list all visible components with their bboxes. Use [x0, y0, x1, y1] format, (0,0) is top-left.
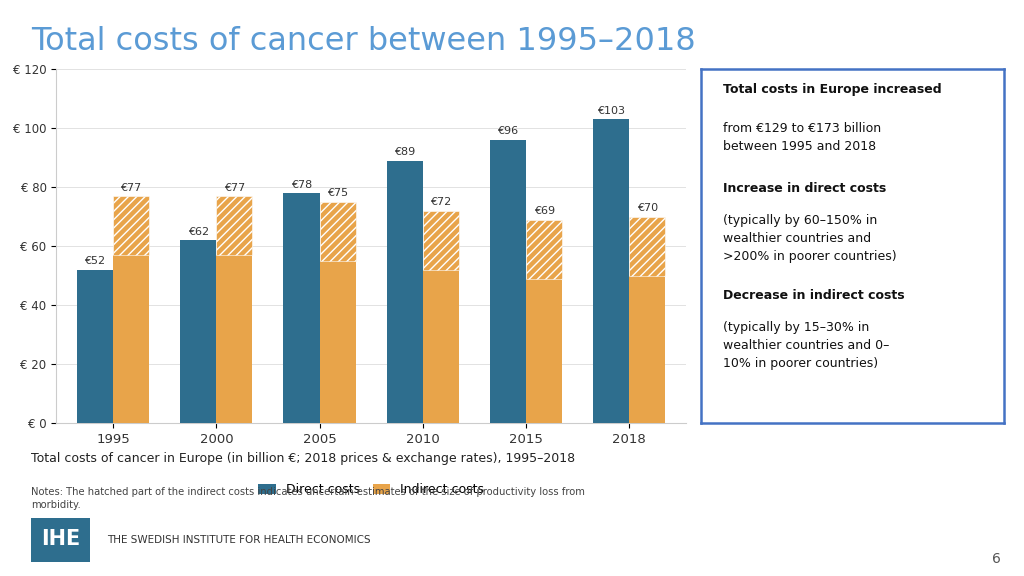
Text: €78: €78 [291, 180, 312, 190]
Bar [319, 202, 355, 261]
Text: (typically by 15–30% in
wealthier countries and 0–
10% in poorer countries): (typically by 15–30% in wealthier countr… [723, 321, 889, 370]
Bar [113, 255, 150, 423]
Text: €70: €70 [637, 203, 658, 213]
Bar [526, 219, 562, 279]
Bar [77, 270, 113, 423]
Bar [284, 193, 319, 423]
Bar [319, 261, 355, 423]
Text: Notes: The hatched part of the indirect costs indicates uncertain estimates of t: Notes: The hatched part of the indirect … [31, 487, 585, 510]
Legend: Direct costs, Indirect costs: Direct costs, Indirect costs [253, 478, 489, 501]
Bar [526, 279, 562, 423]
Text: Increase in direct costs: Increase in direct costs [723, 183, 886, 195]
Text: 6: 6 [991, 552, 1000, 566]
Bar [593, 119, 630, 423]
Text: €69: €69 [534, 206, 555, 216]
Bar [180, 240, 216, 423]
Bar [387, 161, 423, 423]
Bar [489, 140, 526, 423]
Text: €103: €103 [597, 106, 626, 116]
Text: THE SWEDISH INSTITUTE FOR HEALTH ECONOMICS: THE SWEDISH INSTITUTE FOR HEALTH ECONOMI… [108, 535, 371, 545]
Bar [630, 276, 666, 423]
Text: €52: €52 [84, 256, 105, 266]
Text: IHE: IHE [41, 529, 80, 549]
Bar [423, 211, 459, 270]
Bar [423, 270, 459, 423]
Bar [113, 196, 150, 255]
Bar [216, 196, 253, 255]
Text: €89: €89 [394, 147, 416, 157]
Text: from €129 to €173 billion
between 1995 and 2018: from €129 to €173 billion between 1995 a… [723, 122, 881, 153]
Text: Total costs of cancer between 1995–2018: Total costs of cancer between 1995–2018 [31, 26, 695, 57]
Text: €77: €77 [121, 183, 141, 192]
Text: Decrease in indirect costs: Decrease in indirect costs [723, 289, 904, 302]
Bar [216, 255, 253, 423]
Text: (typically by 60–150% in
wealthier countries and
>200% in poorer countries): (typically by 60–150% in wealthier count… [723, 214, 896, 263]
Text: €96: €96 [498, 126, 518, 137]
Text: €77: €77 [224, 183, 245, 192]
Text: €62: €62 [187, 227, 209, 237]
Text: €75: €75 [327, 188, 348, 198]
Text: €72: €72 [430, 197, 452, 207]
Text: Total costs of cancer in Europe (in billion €; 2018 prices & exchange rates), 19: Total costs of cancer in Europe (in bill… [31, 452, 574, 465]
Bar [630, 217, 666, 276]
Text: Total costs in Europe increased: Total costs in Europe increased [723, 84, 941, 96]
